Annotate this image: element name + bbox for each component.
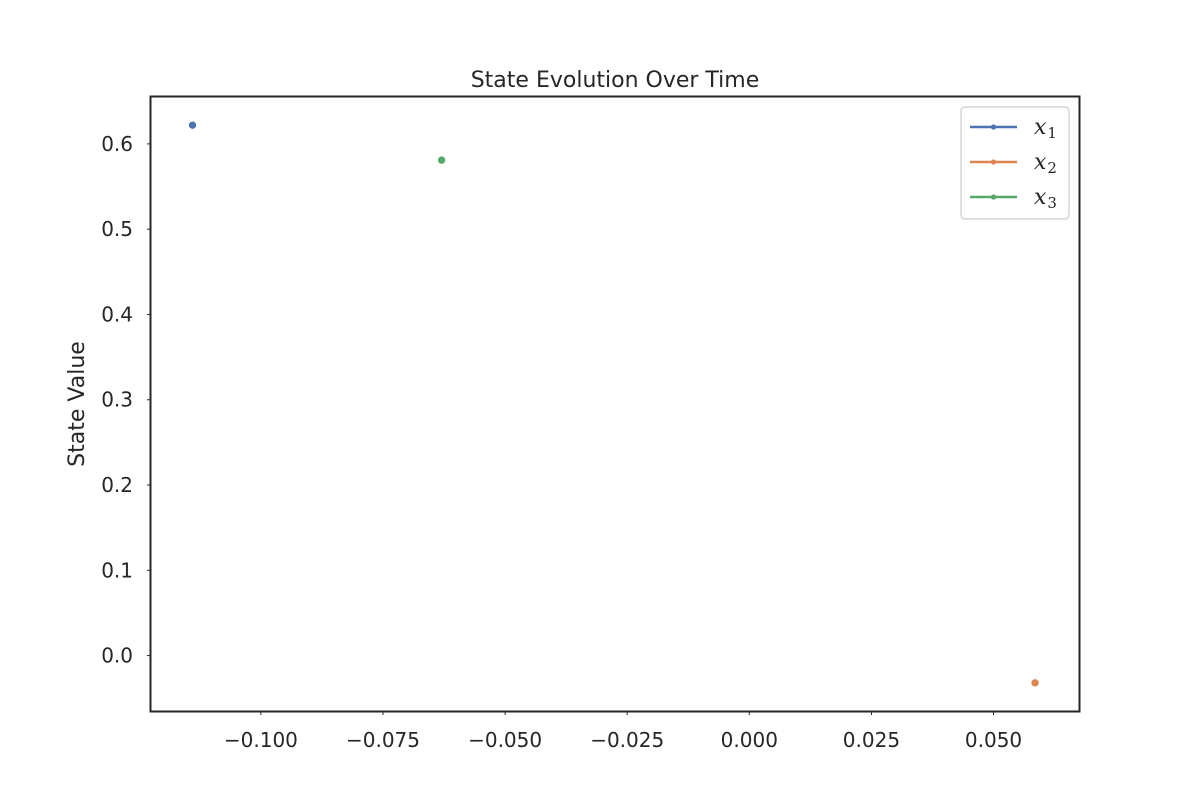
- legend-label-2-subscript: 2: [1047, 159, 1057, 177]
- legend-label-1: x1: [1034, 115, 1057, 142]
- series-1-point: [188, 121, 197, 129]
- y-axis-ticks: 0.0 0.1 0.2 0.3 0.4 0.5 0.6: [101, 132, 151, 668]
- y-axis-label: State Value: [65, 341, 90, 467]
- legend-label-1-name: x: [1034, 115, 1047, 140]
- series-3-point: [437, 156, 446, 164]
- series-2-point: [1031, 679, 1039, 687]
- plot-marks: [188, 121, 1039, 687]
- legend-marker-3: [990, 194, 997, 200]
- y-tick-label: 0.5: [101, 217, 133, 241]
- x-tick-label: −0.025: [590, 728, 664, 752]
- legend-label-3-name: x: [1034, 185, 1047, 210]
- legend-label-1-subscript: 1: [1047, 124, 1057, 142]
- y-tick-label: 0.2: [101, 473, 133, 497]
- x-tick-label: 0.025: [843, 728, 900, 752]
- legend-label-3: x3: [1034, 185, 1057, 212]
- y-tick-label: 0.0: [101, 644, 133, 668]
- legend-marker-1: [990, 124, 997, 130]
- x-tick-label: −0.050: [468, 728, 542, 752]
- y-tick-label: 0.4: [101, 302, 133, 326]
- x-tick-label: −0.100: [224, 728, 298, 752]
- legend-label-2: x2: [1034, 150, 1057, 177]
- plot-frame: [149, 95, 1081, 713]
- x-axis-ticks: −0.100 −0.075 −0.050 −0.025 0.000 0.025 0.050: [224, 711, 1022, 752]
- y-tick-label: 0.3: [101, 388, 133, 412]
- y-tick-label: 0.1: [101, 558, 133, 582]
- legend-marker-2: [990, 159, 997, 165]
- x-tick-label: 0.050: [965, 728, 1022, 752]
- x-tick-label: 0.000: [721, 728, 778, 752]
- y-tick-label: 0.6: [101, 132, 133, 156]
- chart-title: State Evolution Over Time: [471, 68, 760, 93]
- legend-label-2-name: x: [1034, 150, 1047, 175]
- legend-label-3-subscript: 3: [1047, 194, 1057, 212]
- x-tick-label: −0.075: [346, 728, 420, 752]
